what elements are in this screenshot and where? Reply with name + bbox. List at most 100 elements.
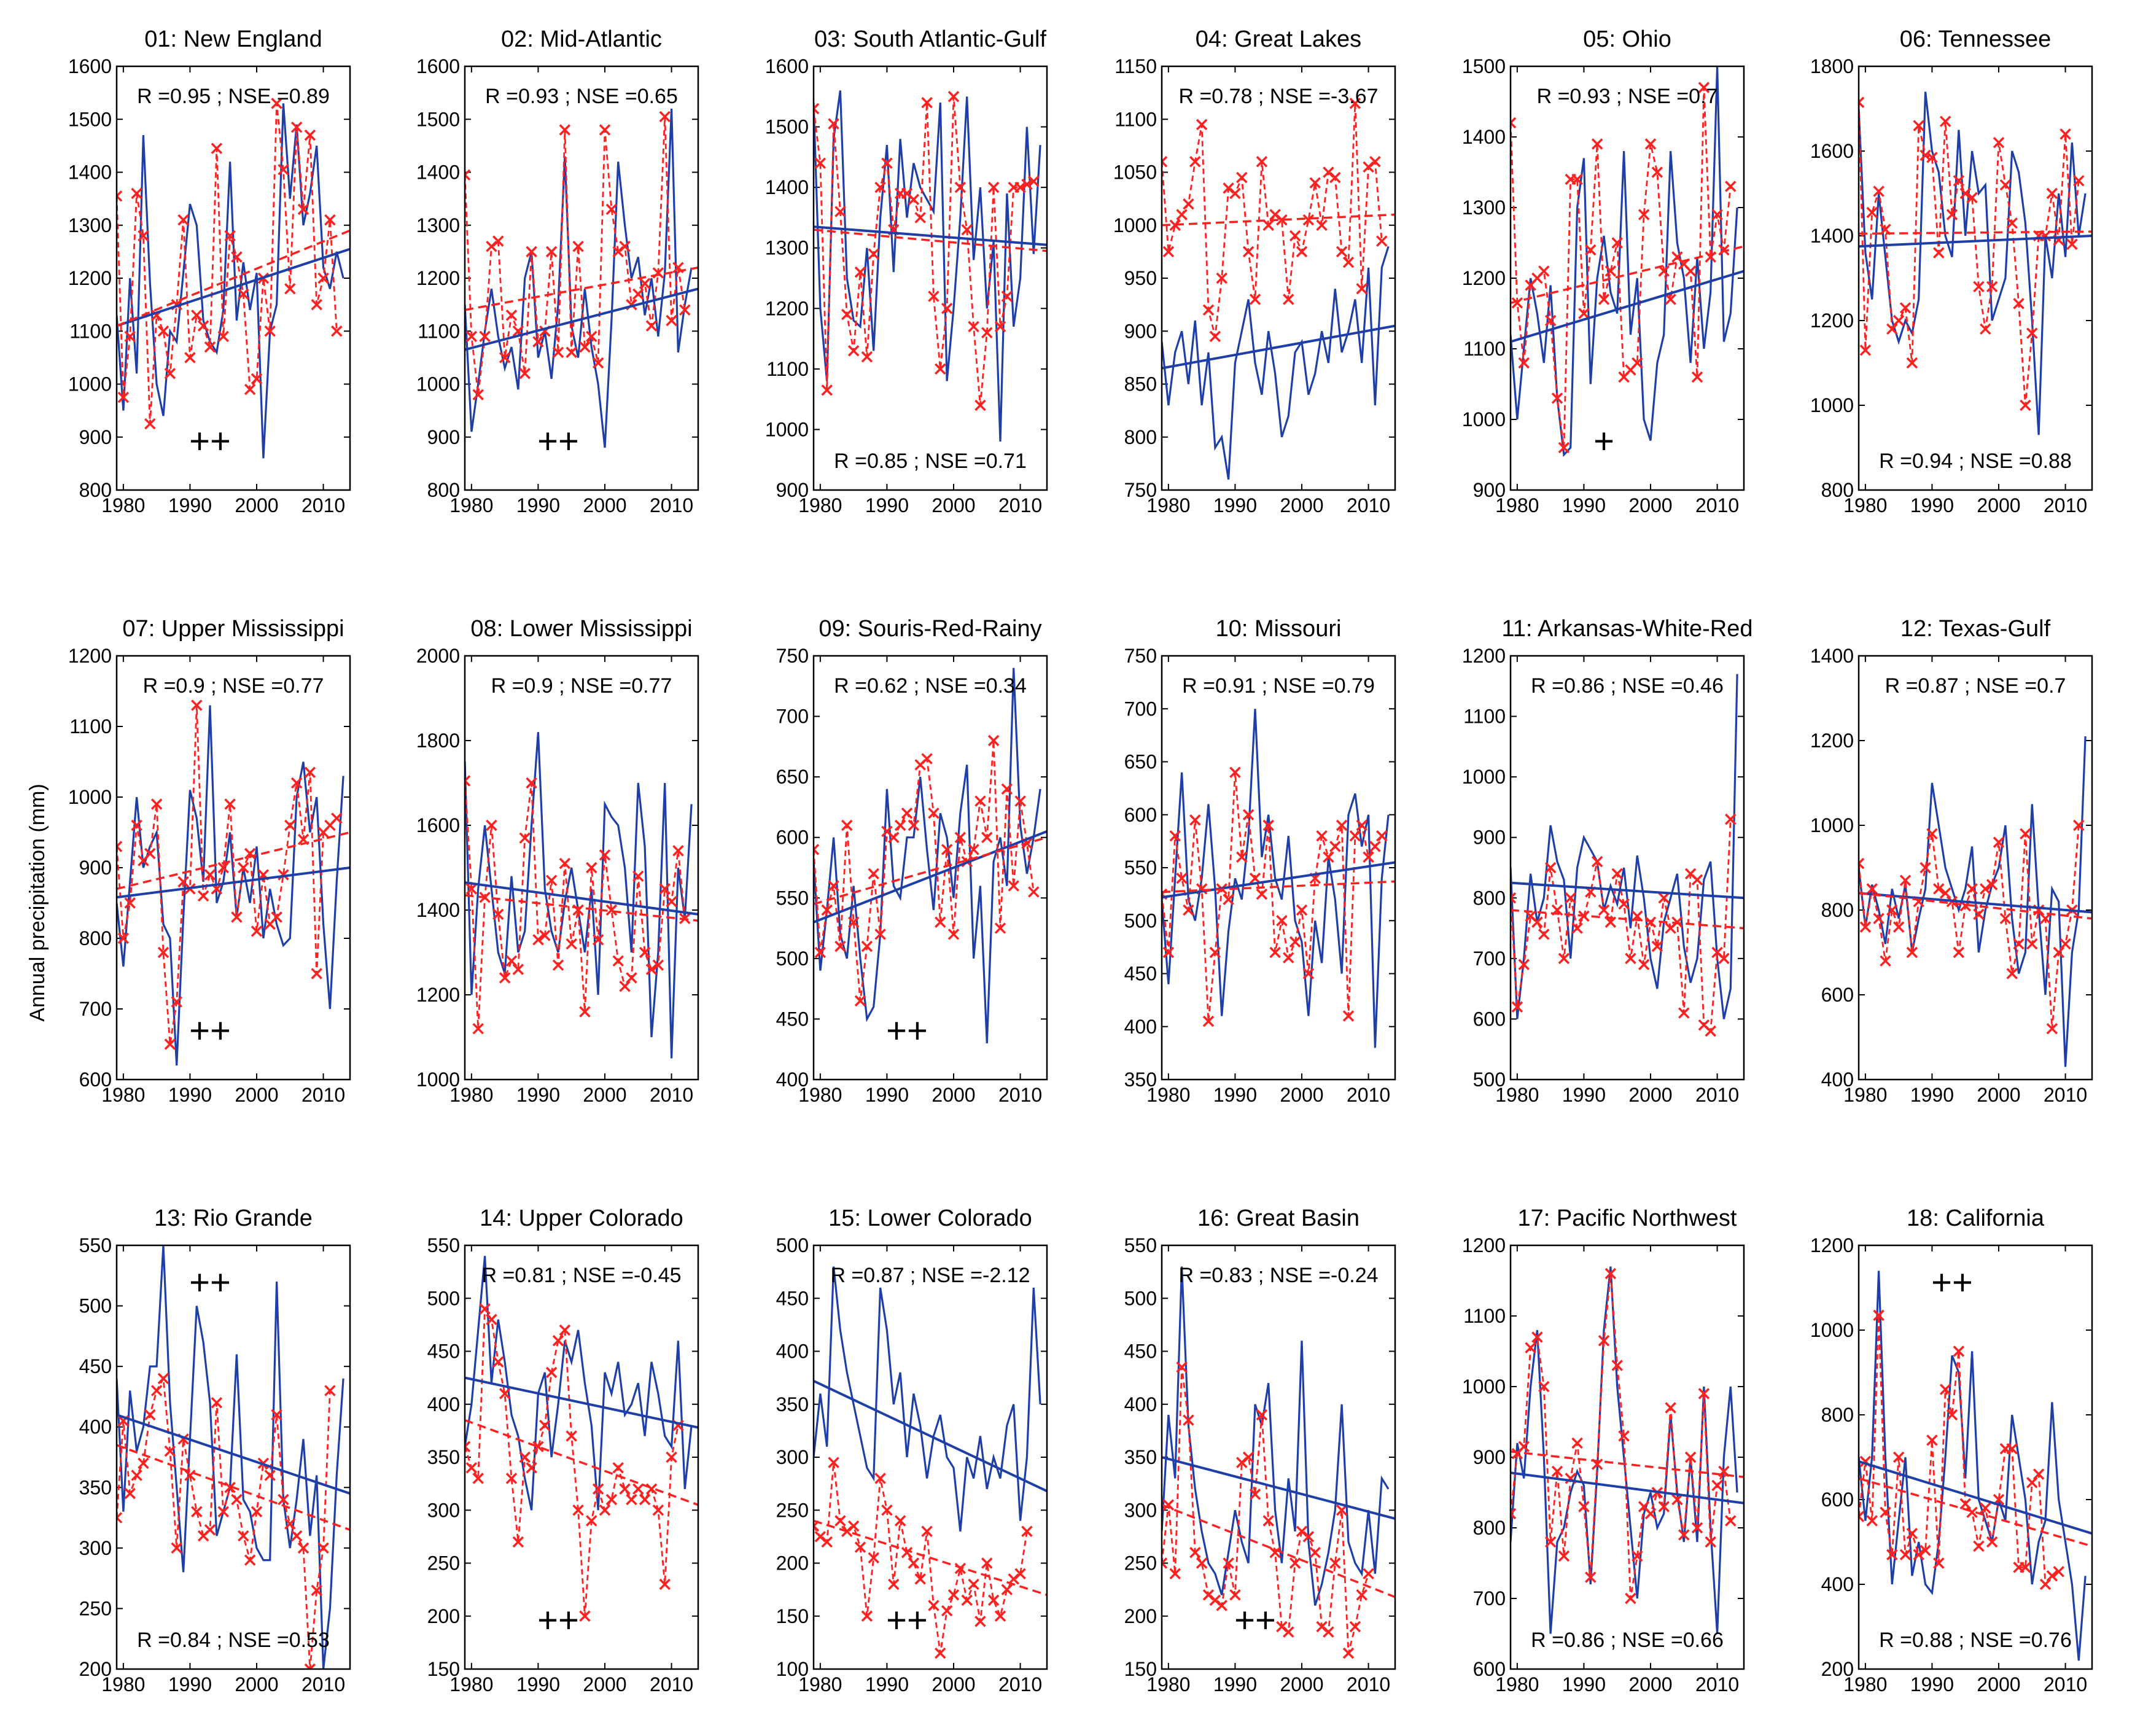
model-point-marker: [1202, 1015, 1215, 1027]
model-point-marker: [157, 946, 169, 959]
stats-annotation: R =0.62 ; NSE =0.34: [834, 674, 1027, 698]
model-point-marker: [311, 968, 322, 979]
x-tick-label: 1980: [449, 494, 493, 516]
model-point-marker: [545, 246, 558, 258]
y-tick-label: 600: [1821, 1489, 1854, 1511]
model-point-marker: [854, 995, 866, 1007]
observed-series-line: [814, 1266, 1041, 1532]
shared-y-axis-label: Annual precipitation (mm): [26, 784, 49, 1021]
model-point-marker: [2013, 298, 2025, 309]
model-point-marker: [1169, 830, 1181, 842]
model-point-marker: [941, 1605, 953, 1617]
plot-frame: [1857, 1244, 2093, 1670]
model-point-marker: [1329, 1557, 1341, 1569]
model-point-marker: [2073, 819, 2085, 831]
stats-annotation: R =0.88 ; NSE =0.76: [1879, 1629, 2072, 1652]
trend-significance-mark: ++: [537, 421, 579, 461]
observed-series-line: [465, 732, 693, 1059]
x-tick-label: 1990: [865, 1673, 909, 1695]
y-tick-label: 900: [776, 479, 809, 501]
y-tick-label: 500: [1124, 909, 1157, 932]
model-point-marker: [1585, 244, 1597, 256]
model-point-marker: [572, 1504, 584, 1516]
model-point-marker: [1525, 1342, 1536, 1353]
y-tick-label: 200: [1821, 1658, 1854, 1680]
model-point-marker: [2060, 938, 2071, 950]
plot-area: [117, 699, 350, 1066]
model-series-line: [117, 1376, 331, 1669]
y-tick-label: 1200: [1810, 309, 1854, 332]
stats-annotation: R =0.9 ; NSE =0.77: [491, 674, 672, 698]
observed-series-line: [465, 108, 693, 448]
model-point-marker: [1705, 1536, 1716, 1548]
x-tick-label: 2000: [583, 1673, 626, 1695]
y-tick-label: 1600: [416, 814, 460, 836]
model-point-marker: [1518, 1441, 1530, 1452]
model-point-marker: [2060, 128, 2071, 140]
model-point-marker: [284, 1518, 296, 1530]
model-point-marker: [1176, 209, 1188, 220]
trend-significance-mark: ++: [189, 421, 231, 461]
model-point-marker: [1658, 1501, 1670, 1512]
model-point-marker: [204, 869, 216, 881]
plot-area: [1162, 1266, 1395, 1659]
model-point-marker: [1189, 156, 1201, 168]
model-point-marker: [526, 777, 537, 789]
model-series-line: [1511, 87, 1732, 448]
x-tick-label: 1980: [101, 1084, 145, 1106]
model-point-marker: [841, 308, 853, 321]
model-point-marker: [874, 181, 886, 193]
model-point-marker: [1001, 290, 1013, 302]
y-tick-label: 100: [776, 1658, 809, 1680]
model-point-marker: [1242, 246, 1254, 258]
model-point-marker: [150, 1385, 163, 1396]
model-point-marker: [131, 187, 142, 200]
model-series-line: [1162, 1367, 1369, 1654]
model-series-line: [465, 1306, 679, 1616]
model-point-marker: [1665, 294, 1676, 305]
x-tick-label: 1990: [516, 1084, 560, 1106]
model-point-marker: [1262, 1515, 1274, 1527]
model-point-marker: [1296, 904, 1308, 916]
model-point-marker: [666, 314, 677, 327]
y-tick-label: 1000: [1810, 814, 1854, 836]
model-point-marker: [861, 351, 873, 363]
model-point-marker: [935, 1647, 946, 1659]
model-point-marker: [284, 283, 296, 295]
model-point-marker: [1933, 883, 1945, 895]
model-point-marker: [117, 1512, 123, 1524]
model-point-marker: [659, 111, 671, 123]
model-point-marker: [1329, 171, 1341, 184]
model-point-marker: [974, 399, 986, 411]
model-point-marker: [981, 327, 993, 338]
model-point-marker: [1289, 936, 1301, 948]
model-point-marker: [1021, 1525, 1033, 1537]
model-point-marker: [921, 753, 933, 765]
y-tick-label: 1800: [1810, 55, 1854, 77]
model-point-marker: [1920, 862, 1931, 874]
model-point-marker: [679, 304, 691, 316]
panel-title: 11: Arkansas-White-Red: [1501, 616, 1752, 642]
panel-title: 17: Pacific Northwest: [1518, 1205, 1737, 1231]
panel-title: 15: Lower Colorado: [828, 1205, 1032, 1231]
x-tick-label: 1990: [168, 494, 212, 516]
model-point-marker: [197, 890, 209, 902]
model-point-marker: [1349, 830, 1361, 842]
model-point-marker: [1209, 946, 1221, 959]
model-point-marker: [1665, 1402, 1676, 1414]
y-tick-label: 1600: [1810, 140, 1854, 162]
model-point-marker: [1008, 880, 1019, 892]
y-tick-label: 1100: [1463, 706, 1506, 728]
y-tick-label: 1000: [1462, 766, 1506, 788]
y-tick-label: 550: [427, 1234, 460, 1256]
model-point-marker: [2032, 1468, 2045, 1480]
y-tick-label: 1300: [68, 214, 112, 236]
model-point-marker: [659, 1578, 671, 1590]
observed-trend-line: [1859, 235, 2092, 248]
x-tick-label: 2010: [1695, 494, 1739, 516]
model-point-marker: [1959, 1498, 1971, 1510]
model-point-marker: [908, 193, 920, 206]
model-point-marker: [117, 190, 123, 202]
model-point-marker: [1014, 181, 1026, 193]
model-point-marker: [2039, 913, 2052, 925]
